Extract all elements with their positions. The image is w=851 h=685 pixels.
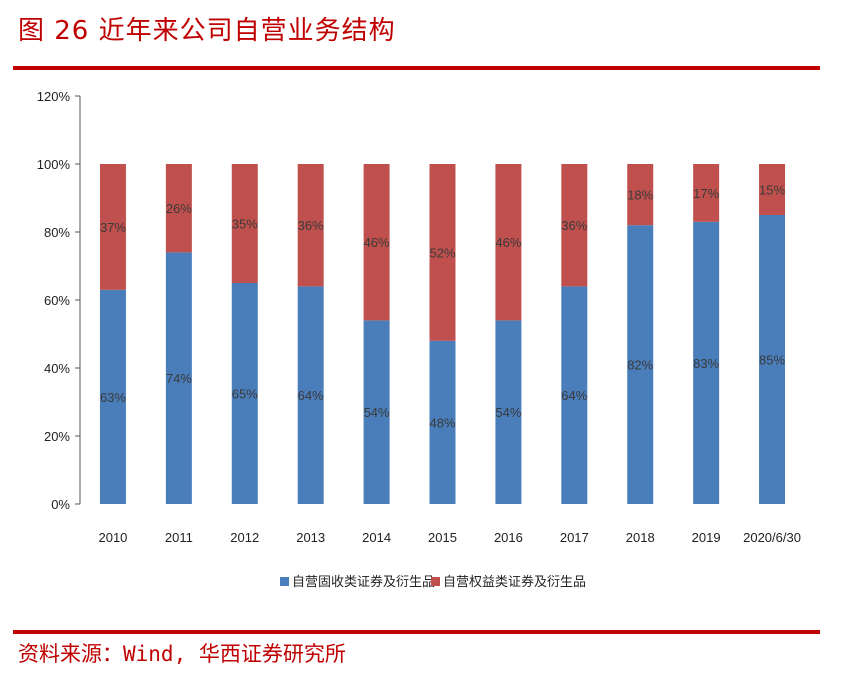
bar-fixed-income [429,340,456,504]
bar-equity [99,164,126,290]
data-label-equity: 46% [495,235,521,250]
data-label-fixed-income: 54% [495,405,521,420]
x-tick-label: 2016 [494,530,523,545]
data-label-fixed-income: 82% [627,358,653,373]
bar-equity [627,164,654,226]
y-tick-label: 0% [51,497,70,512]
bar-equity [693,164,720,222]
data-label-fixed-income: 65% [232,387,258,402]
bar-fixed-income [165,252,192,504]
bar-fixed-income [495,320,522,504]
data-label-fixed-income: 83% [693,356,719,371]
bar-fixed-income [231,283,258,504]
data-label-equity: 37% [100,220,126,235]
data-label-fixed-income: 74% [166,371,192,386]
data-label-equity: 46% [364,235,390,250]
source-note: 资料来源：Wind, 华西证券研究所 [18,642,346,666]
data-label-fixed-income: 85% [759,353,785,368]
data-label-equity: 18% [627,188,653,203]
y-tick-label: 100% [37,157,71,172]
bar-fixed-income [99,289,126,504]
bar-fixed-income [363,320,390,504]
data-label-equity: 35% [232,217,258,232]
x-tick-label: 2013 [296,530,325,545]
bar-fixed-income [297,286,324,504]
x-tick-label: 2017 [560,530,589,545]
legend-swatch-equity [431,577,440,586]
x-tick-label: 2019 [692,530,721,545]
data-label-equity: 17% [693,186,719,201]
bar-equity [297,164,324,287]
x-tick-label: 2015 [428,530,457,545]
data-label-fixed-income: 48% [429,415,455,430]
x-tick-label: 2014 [362,530,391,545]
data-label-equity: 36% [298,218,324,233]
bar-fixed-income [693,221,720,505]
x-tick-label: 2010 [98,530,127,545]
bar-equity [165,164,192,253]
data-label-equity: 36% [561,218,587,233]
y-tick-label: 80% [44,225,70,240]
x-tick-label: 2011 [165,530,193,545]
bar-equity [495,164,522,321]
bar-equity [429,164,456,341]
x-tick-label: 2012 [230,530,259,545]
source-divider [13,630,820,634]
y-tick-label: 40% [44,361,70,376]
y-tick-label: 20% [44,429,70,444]
y-tick-label: 60% [44,293,70,308]
legend-label-equity: 自营权益类证券及衍生品 [443,574,586,589]
x-tick-label: 2020/6/30 [743,530,801,545]
bar-equity [231,164,258,283]
data-label-equity: 15% [759,183,785,198]
x-tick-label: 2018 [626,530,655,545]
legend-label-fixed-income: 自营固收类证券及衍生品 [292,574,435,589]
bar-fixed-income [627,225,654,504]
bar-equity [561,164,588,287]
data-label-fixed-income: 64% [298,388,324,403]
figure-title: 图 26 近年来公司自营业务结构 [18,16,396,46]
data-label-equity: 52% [429,245,455,260]
data-label-fixed-income: 64% [561,388,587,403]
legend-swatch-fixed-income [280,577,289,586]
y-tick-label: 120% [37,89,71,104]
bar-fixed-income [759,215,786,504]
bar-fixed-income [561,286,588,504]
title-divider [13,66,820,70]
data-label-equity: 26% [166,201,192,216]
data-label-fixed-income: 54% [364,405,390,420]
bar-equity [363,164,390,321]
bar-equity [759,164,786,215]
data-label-fixed-income: 63% [100,390,126,405]
